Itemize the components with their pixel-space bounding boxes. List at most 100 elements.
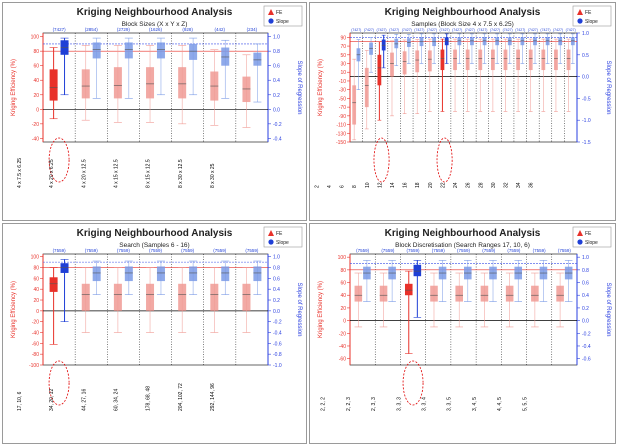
- category-label: 4 x 20 x 12.5: [81, 159, 87, 188]
- right-axis-tick-label: 0.4: [273, 78, 280, 84]
- category-label: 5, 5, 5: [522, 397, 528, 411]
- left-axis-tick-label: 50: [340, 53, 346, 59]
- fe-box: [390, 52, 394, 77]
- chart-title: Kriging Neighbourhood Analysis: [77, 7, 233, 18]
- count-label: (7559): [213, 248, 227, 253]
- slope-box: [570, 37, 575, 46]
- slope-box: [189, 43, 198, 60]
- slope-box: [413, 264, 422, 277]
- left-axis-tick-label: -20: [32, 122, 39, 128]
- count-label: (2729): [117, 27, 131, 32]
- right-axis-tick-label: 0.2: [273, 298, 280, 304]
- fe-box: [455, 285, 463, 302]
- category-group: (7427) 8: [352, 28, 399, 188]
- right-axis-tick-label: 0.0: [582, 319, 589, 325]
- category-group: (7427) 24: [453, 28, 500, 188]
- category-group: (7559) 2, 3, 3: [371, 248, 424, 411]
- count-label: (7427): [528, 28, 538, 32]
- count-label: (7427): [402, 28, 412, 32]
- count-label: (928): [182, 27, 193, 32]
- left-axis-tick-label: 100: [31, 35, 40, 41]
- category-group: (7427) 6: [340, 28, 390, 188]
- count-label: (7427): [389, 28, 399, 32]
- right-axis-tick-label: -0.4: [273, 136, 282, 142]
- right-axis-tick-label: 0.5: [582, 53, 589, 59]
- category-label: 60, 34, 24: [114, 389, 120, 411]
- category-group: (7427) 4 x 7.5 x 6.25: [17, 27, 70, 188]
- fe-box: [352, 85, 357, 125]
- fe-box: [377, 54, 382, 86]
- fe-box: [478, 49, 483, 71]
- left-axis-tick-label: 20: [340, 306, 346, 312]
- slope-box: [369, 42, 373, 55]
- right-axis-tick-label: -0.5: [582, 96, 591, 102]
- category-label: 36: [529, 182, 535, 188]
- fe-box: [503, 49, 508, 71]
- legend-slope-label: Slope: [585, 19, 598, 25]
- legend-fe-marker: [268, 9, 274, 15]
- category-label: 28: [478, 182, 484, 188]
- fe-box: [531, 285, 539, 302]
- count-label: (7559): [533, 248, 547, 253]
- slope-box: [189, 266, 198, 282]
- right-axis-tick-label: 0.8: [582, 268, 589, 274]
- slope-box: [533, 37, 537, 46]
- legend-slope-marker: [268, 239, 274, 245]
- chart-title: Kriging Neighbourhood Analysis: [385, 7, 541, 18]
- category-group: (7427) 26: [466, 28, 513, 188]
- right-axis-tick-label: -0.6: [582, 357, 591, 363]
- left-axis-tick-label: 90: [340, 35, 346, 41]
- slope-box: [507, 37, 512, 46]
- fe-box: [379, 285, 388, 302]
- highlight-ellipse: [48, 360, 70, 406]
- slope-box: [60, 263, 69, 273]
- category-label: 204, 102, 72: [178, 383, 184, 411]
- category-group: (7559) 178, 68, 48: [146, 248, 198, 411]
- chart-subtitle: Samples (Block Size 4 x 7.5 x 6.25): [411, 21, 514, 28]
- category-label: 4 x 15 x 12.5: [114, 159, 120, 188]
- category-group: (2854) 4 x 20 x 6.25: [49, 27, 101, 188]
- right-axis-title: Slope of Regression: [296, 60, 302, 114]
- legend-fe-label: FE: [585, 231, 592, 237]
- slope-box: [221, 266, 230, 282]
- count-label: (7427): [477, 28, 487, 32]
- fe-box: [430, 285, 438, 302]
- fe-box: [113, 283, 122, 311]
- category-group: (7559) 3, 4, 5: [472, 248, 523, 411]
- left-axis-tick-label: 60: [340, 281, 346, 287]
- legend: FE Slope: [263, 5, 303, 27]
- left-axis-tick-label: -100: [29, 363, 39, 369]
- right-axis-tick-label: 1.0: [273, 255, 280, 261]
- legend-slope-label: Slope: [585, 240, 598, 246]
- fe-box: [490, 49, 495, 71]
- left-axis-tick-label: -10: [339, 79, 346, 85]
- legend-slope-label: Slope: [276, 240, 289, 246]
- right-axis-tick-label: 0.8: [273, 49, 280, 55]
- left-axis-tick-label: -70: [339, 105, 346, 111]
- count-label: (7559): [245, 248, 259, 253]
- legend-fe-label: FE: [585, 10, 592, 16]
- left-axis-tick-label: 20: [33, 298, 39, 304]
- count-label: (7559): [117, 248, 131, 253]
- category-label: 17, 10, 6: [17, 391, 23, 411]
- left-axis-tick-label: -110: [336, 123, 346, 129]
- plot-area: [42, 32, 269, 143]
- fe-box: [146, 283, 155, 311]
- category-label: 3, 3, 4: [422, 397, 428, 411]
- category-label: 30: [491, 182, 497, 188]
- category-label: 8 x 30 x 25: [210, 163, 216, 188]
- right-axis-tick-label: -1.0: [582, 118, 591, 124]
- slope-box: [520, 37, 525, 46]
- count-label: (7559): [85, 248, 99, 253]
- category-label: 26: [466, 182, 472, 188]
- right-axis-tick-label: -0.4: [273, 331, 282, 337]
- chart-panel-block-discretisation: Kriging Neighbourhood Analysis Block Disc…: [309, 223, 616, 444]
- chart-panel-samples: Kriging Neighbourhood Analysis Samples (B…: [309, 2, 616, 221]
- category-label: 16: [403, 182, 409, 188]
- right-axis-tick-label: 0.0: [273, 107, 280, 113]
- category-group: (7427) 32: [503, 28, 550, 188]
- category-label: 292, 144, 96: [210, 383, 216, 411]
- category-label: 3, 4, 5: [472, 397, 478, 411]
- slope-box: [156, 42, 165, 59]
- count-label: (7427): [465, 28, 475, 32]
